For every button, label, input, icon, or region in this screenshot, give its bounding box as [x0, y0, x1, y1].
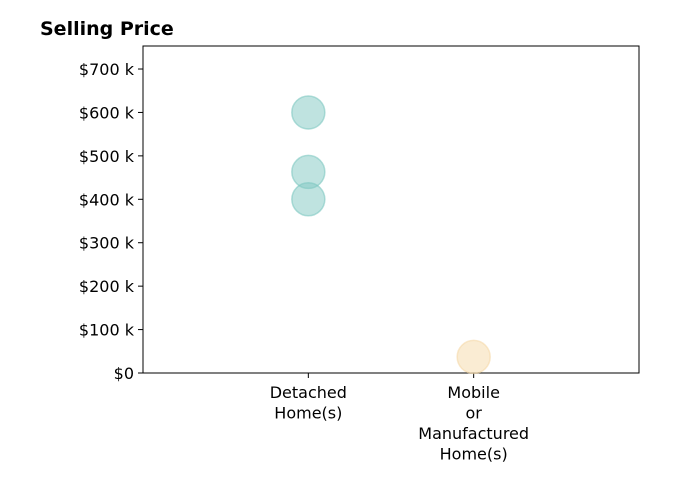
y-tick-label: $500 k	[79, 147, 135, 166]
y-tick-label: $100 k	[79, 321, 135, 340]
x-tick-label: Mobile or Manufactured Home(s)	[418, 383, 529, 464]
y-tick-label: $600 k	[79, 103, 135, 122]
y-tick-label: $0	[114, 364, 134, 383]
plot-frame	[142, 45, 640, 374]
x-tick-label: Detached Home(s)	[270, 383, 347, 423]
y-tick-label: $300 k	[79, 234, 135, 253]
y-tick-label: $700 k	[79, 60, 135, 79]
point	[291, 95, 326, 130]
y-tick-label: $400 k	[79, 190, 135, 209]
point	[456, 339, 491, 375]
point	[291, 182, 326, 217]
chart-title: Selling Price	[40, 18, 174, 40]
y-tick-label: $200 k	[79, 277, 135, 296]
